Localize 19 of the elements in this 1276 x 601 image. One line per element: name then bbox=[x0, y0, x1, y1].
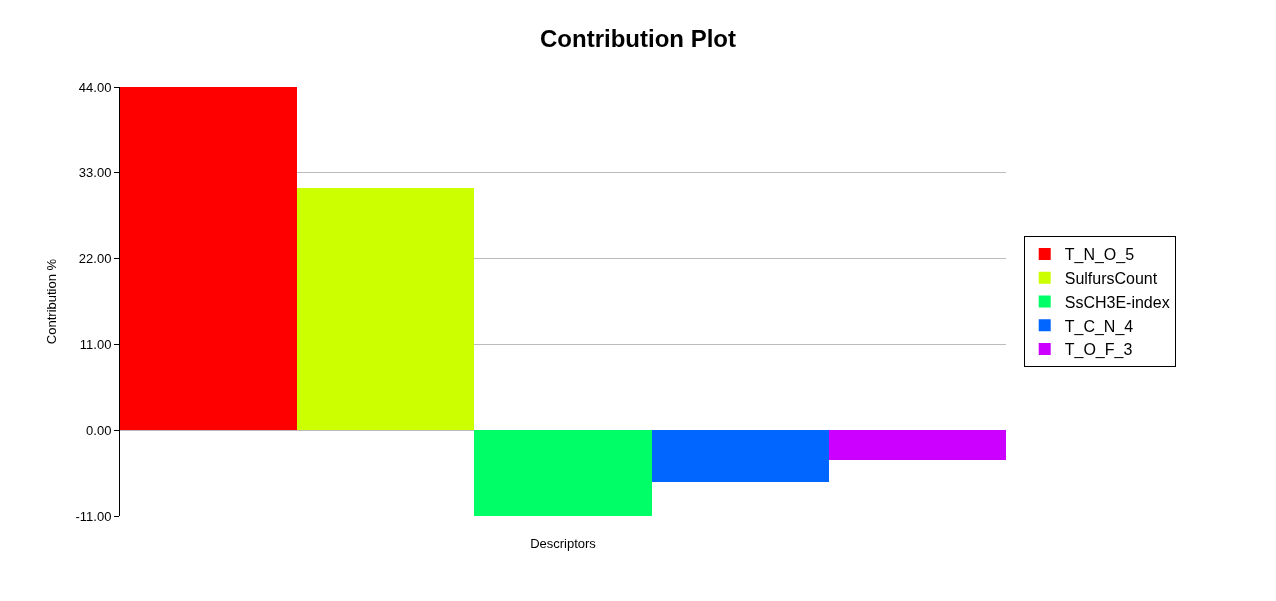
y-tick-label: 11.00 bbox=[79, 336, 112, 352]
legend-label: T_C_N_4 bbox=[1064, 317, 1134, 336]
bar bbox=[120, 87, 297, 430]
y-tick-label: 33.00 bbox=[78, 165, 112, 181]
chart-title: Contribution Plot bbox=[540, 24, 736, 52]
y-tick-label: -11.00 bbox=[75, 508, 112, 524]
y-tick-label: 0.00 bbox=[86, 422, 112, 438]
bar bbox=[297, 188, 474, 430]
y-axis-title: Contribution % bbox=[44, 258, 60, 345]
y-tick-label: 22.00 bbox=[78, 251, 112, 267]
bar bbox=[652, 430, 829, 482]
y-tick-label: 44.00 bbox=[78, 79, 112, 95]
legend-label: T_O_F_3 bbox=[1064, 341, 1133, 360]
legend-label: SulfursCount bbox=[1064, 269, 1158, 287]
legend-label: SsCH3E-index bbox=[1064, 293, 1170, 311]
x-axis-title: Descriptors bbox=[530, 536, 597, 552]
bar bbox=[474, 430, 652, 516]
legend-label: T_N_O_5 bbox=[1064, 246, 1135, 265]
bar bbox=[829, 430, 1006, 460]
